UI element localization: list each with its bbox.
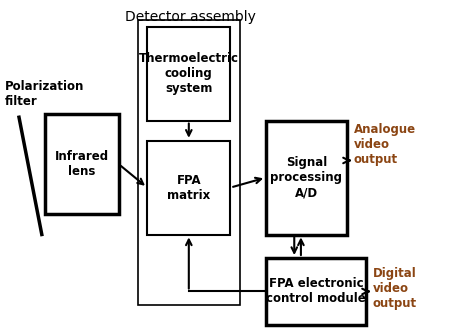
Text: FPA
matrix: FPA matrix — [167, 174, 210, 202]
Bar — [45, 114, 119, 214]
Bar — [147, 27, 230, 121]
Text: Digital
video
output: Digital video output — [373, 267, 417, 310]
Bar — [266, 121, 347, 234]
Bar — [138, 20, 240, 305]
Text: FPA electronic
control module: FPA electronic control module — [266, 277, 366, 306]
Text: Signal
processing
A/D: Signal processing A/D — [270, 156, 342, 199]
Text: Detector assembly: Detector assembly — [124, 10, 256, 24]
Text: Polarization
filter: Polarization filter — [5, 80, 84, 108]
Bar — [266, 258, 366, 325]
Text: Analogue
video
output: Analogue video output — [354, 123, 416, 165]
Bar — [147, 141, 230, 234]
Text: Infrared
lens: Infrared lens — [55, 150, 109, 178]
Text: Thermoelectric
cooling
system: Thermoelectric cooling system — [139, 52, 239, 95]
